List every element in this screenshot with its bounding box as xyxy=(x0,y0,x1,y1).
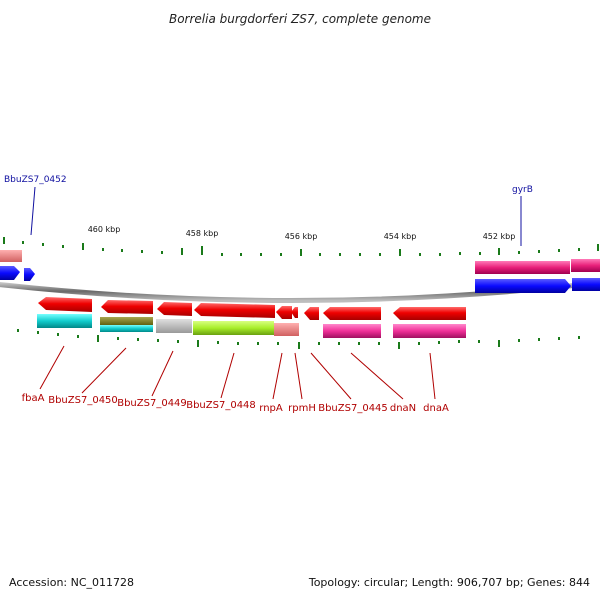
cds-fbaa[interactable] xyxy=(37,314,92,328)
label-fbaa: fbaA xyxy=(22,393,45,404)
label-bbuzs7-0452: BbuZS7_0452 xyxy=(4,175,67,185)
kbp-label-452: 452 kbp xyxy=(483,232,516,241)
gene-gyrb-cds[interactable] xyxy=(475,261,570,274)
red-leader-lines xyxy=(39,345,436,400)
kbp-label-456: 456 kbp xyxy=(285,232,318,241)
gene-bbuzs7-0445[interactable] xyxy=(323,307,381,320)
gene-small-reverse[interactable] xyxy=(304,307,319,320)
cds-bbuzs7-0450-top[interactable] xyxy=(100,317,153,325)
cds-bbuzs7-0450-bottom[interactable] xyxy=(100,325,153,332)
gene-gyrb[interactable] xyxy=(475,279,571,293)
accession-text: Accession: NC_011728 xyxy=(9,576,134,589)
label-bbuzs7-0448: BbuZS7_0448 xyxy=(186,400,256,411)
cds-bbuzs7-0448[interactable] xyxy=(193,321,274,335)
gene-bbuzs7-0448[interactable] xyxy=(194,303,275,318)
reverse-cds-features xyxy=(37,314,466,338)
label-dnan: dnaN xyxy=(390,403,416,414)
gene-left-edge-salmon[interactable] xyxy=(0,250,22,262)
gene-bbuzs7-0452[interactable] xyxy=(24,268,35,281)
label-bbuzs7-0449: BbuZS7_0449 xyxy=(117,398,187,409)
gene-dnan[interactable] xyxy=(393,307,466,320)
kbp-label-454: 454 kbp xyxy=(384,232,417,241)
reverse-genes xyxy=(38,297,466,320)
label-bbuzs7-0445: BbuZS7_0445 xyxy=(318,403,388,414)
label-dnaa: dnaA xyxy=(423,403,449,414)
inner-tick-marks xyxy=(17,329,580,349)
gene-left-forward-arrow[interactable] xyxy=(0,266,20,280)
gene-next-cds[interactable] xyxy=(571,259,600,272)
cds-rnpa[interactable] xyxy=(274,323,299,336)
gene-bbuzs7-0449[interactable] xyxy=(157,302,192,316)
label-rpmh: rpmH xyxy=(288,403,316,414)
genome-summary-text: Topology: circular; Length: 906,707 bp; … xyxy=(308,576,590,589)
gene-rpmh[interactable] xyxy=(291,307,298,318)
label-gyrb: gyrB xyxy=(512,185,533,195)
cds-dnan[interactable] xyxy=(393,324,466,338)
gene-rnpa[interactable] xyxy=(276,306,292,319)
kbp-label-460: 460 kbp xyxy=(88,225,121,234)
cds-bbuzs7-0445[interactable] xyxy=(323,324,381,338)
outer-tick-marks xyxy=(3,237,599,256)
cds-bbuzs7-0449[interactable] xyxy=(156,319,192,333)
label-rnpa: rnpA xyxy=(259,403,283,414)
label-bbuzs7-0450: BbuZS7_0450 xyxy=(48,395,118,406)
kbp-label-458: 458 kbp xyxy=(186,229,219,238)
gene-next-forward[interactable] xyxy=(572,278,600,291)
map-title: Borrelia burgdorferi ZS7, complete genom… xyxy=(169,12,431,26)
gene-fbaa[interactable] xyxy=(38,297,92,312)
gene-bbuzs7-0450[interactable] xyxy=(101,300,153,314)
leader-line-bbuzs7-0452 xyxy=(30,186,36,236)
